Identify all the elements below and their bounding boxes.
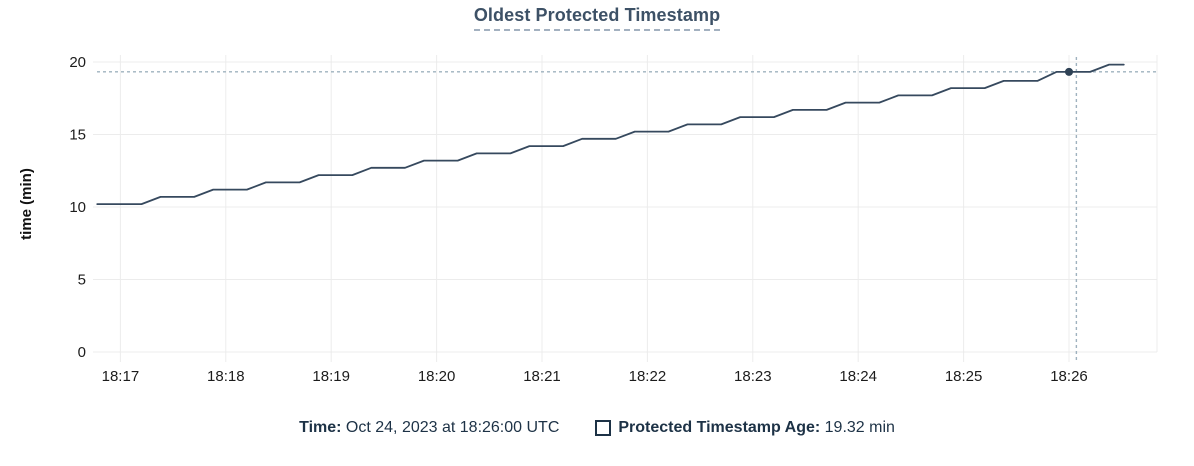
series-legend-label[interactable]: Protected Timestamp Age: <box>618 419 821 436</box>
time-label: Time: <box>299 419 342 436</box>
y-tick-label: 0 <box>78 344 86 361</box>
series-line-protected-timestamp-age <box>96 63 1125 206</box>
x-tick-label: 18:23 <box>734 368 772 385</box>
x-tick-label: 18:18 <box>207 368 245 385</box>
y-axis-title: time (min) <box>18 168 35 240</box>
x-tick-label: 18:19 <box>312 368 350 385</box>
timeseries-plot[interactable]: 0 5 10 15 20 18:17 18:18 18:19 18:20 18:21 18:22 18… <box>0 0 1194 400</box>
y-tick-label: 20 <box>69 54 86 71</box>
protected-timestamp-age-checkbox[interactable] <box>595 420 612 436</box>
x-tick-label: 18:25 <box>945 368 983 385</box>
x-tick-label: 18:24 <box>839 368 877 385</box>
x-tick-label: 18:20 <box>418 368 456 385</box>
x-tick-label: 18:26 <box>1050 368 1088 385</box>
y-tick-label: 15 <box>69 127 86 144</box>
y-tick-label: 10 <box>69 199 86 216</box>
hover-point[interactable] <box>1065 67 1073 76</box>
chart-title[interactable]: Oldest Protected Timestamp <box>473 5 721 31</box>
y-tick-label: 5 <box>78 272 86 289</box>
chart-legend: Time: Oct 24, 2023 at 18:26:00 UTC Protec… <box>0 419 1194 437</box>
time-value: Oct 24, 2023 at 18:26:00 UTC <box>341 419 560 436</box>
series-legend-value: 19.32 min <box>820 419 895 436</box>
x-tick-label: 18:21 <box>523 368 561 385</box>
chart-title-row: Oldest Protected Timestamp <box>0 5 1194 31</box>
x-tick-label: 18:22 <box>629 368 667 385</box>
x-tick-label: 18:17 <box>102 368 140 385</box>
